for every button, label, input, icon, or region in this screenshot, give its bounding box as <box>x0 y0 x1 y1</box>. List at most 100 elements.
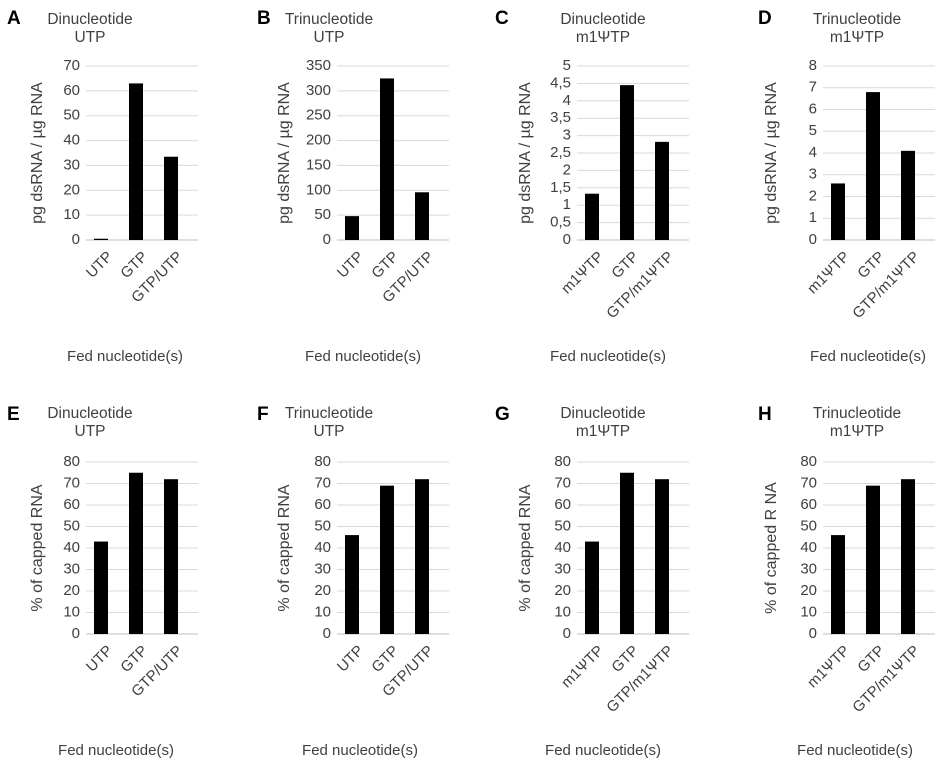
panel-a-ytick-label: 70 <box>63 57 80 74</box>
panel-g-ytick-label: 40 <box>554 539 571 556</box>
panel-d-ytick-label: 8 <box>809 57 817 74</box>
panel-g-ytick-label: 50 <box>554 517 571 534</box>
panel-d-xtick-label: m1ΨTP <box>804 248 853 297</box>
panel-h-ytick-label: 70 <box>800 474 817 491</box>
panel-c-ylabel: pg dsRNA / µg RNA <box>517 82 534 224</box>
panel-c-ytick-label: 5 <box>563 57 571 74</box>
panel-a-ytick-label: 10 <box>63 206 80 223</box>
panel-b-ytick-label: 150 <box>306 156 331 173</box>
panel-e-ytick-label: 0 <box>72 625 80 642</box>
panel-b-bar <box>380 78 394 240</box>
panel-e-ytick-label: 70 <box>63 474 80 491</box>
panel-f-bar <box>380 485 394 634</box>
panel-h-ytick-label: 20 <box>800 582 817 599</box>
panel-e-title-line1: Dinucleotide <box>47 405 132 422</box>
panel-h-ytick-label: 80 <box>800 453 817 470</box>
panel-d-ytick-label: 7 <box>809 79 817 96</box>
panel-d-bar <box>831 183 845 240</box>
panel-h-ylabel: % of capped R NA <box>763 482 780 614</box>
panel-f-ytick-label: 0 <box>323 625 331 642</box>
panel-g-letter: G <box>495 404 510 425</box>
panel-h-bar <box>831 535 845 634</box>
panel-f-ytick-label: 20 <box>314 582 331 599</box>
panel-b-ytick-label: 100 <box>306 181 331 198</box>
panel-b-ytick-label: 50 <box>314 206 331 223</box>
panel-b-ylabel: pg dsRNA / µg RNA <box>276 82 293 224</box>
panel-b-letter: B <box>257 8 271 29</box>
panel-b-ytick-label: 350 <box>306 57 331 74</box>
panel-c-bar <box>655 141 669 240</box>
panel-e-bar <box>164 479 178 634</box>
panel-c-xtick-label: m1ΨTP <box>558 248 607 297</box>
panel-g-ytick-label: 60 <box>554 496 571 513</box>
panel-d-bar <box>866 92 880 240</box>
panel-g-ytick-label: 0 <box>563 625 571 642</box>
panel-d-title-line1: Trinucleotide <box>813 11 901 28</box>
panel-h-bar <box>866 485 880 634</box>
panel-g-ytick-label: 70 <box>554 474 571 491</box>
panel-g-bar <box>585 541 599 634</box>
panel-h-title-line2: m1ΨTP <box>830 423 884 440</box>
panel-a-ytick-label: 30 <box>63 156 80 173</box>
panel-h-ytick-label: 50 <box>800 517 817 534</box>
panel-c-ytick-label: 2 <box>563 161 571 178</box>
panel-c-letter: C <box>495 8 509 29</box>
panel-h-ytick-label: 30 <box>800 560 817 577</box>
panel-d-ytick-label: 3 <box>809 166 817 183</box>
panel-d-letter: D <box>758 8 772 29</box>
panel-d-ytick-label: 1 <box>809 209 817 226</box>
panel-b-xlabel: Fed nucleotide(s) <box>305 348 421 365</box>
panel-d-ytick-label: 0 <box>809 231 817 248</box>
panel-h-xtick-label: m1ΨTP <box>804 642 853 691</box>
panel-h-ytick-label: 60 <box>800 496 817 513</box>
panel-h-ytick-label: 10 <box>800 603 817 620</box>
panel-b-bar <box>415 192 429 240</box>
panel-h-xlabel: Fed nucleotide(s) <box>797 742 913 758</box>
panel-a-xtick-label: UTP <box>83 248 116 281</box>
panel-f-letter: F <box>257 404 269 425</box>
panel-a-ylabel: pg dsRNA / µg RNA <box>29 82 46 224</box>
panel-b-title-line2: UTP <box>314 29 345 46</box>
panel-f-bar <box>415 479 429 634</box>
panel-e-ytick-label: 10 <box>63 603 80 620</box>
panel-g-title-line1: Dinucleotide <box>560 405 645 422</box>
panel-d-ytick-label: 2 <box>809 187 817 204</box>
panel-f-ytick-label: 80 <box>314 453 331 470</box>
panel-c-bar <box>620 85 634 240</box>
panel-a-ytick-label: 40 <box>63 132 80 149</box>
panel-d-bar <box>901 150 915 240</box>
panel-f-ytick-label: 50 <box>314 517 331 534</box>
panel-g-bar <box>655 479 669 634</box>
panel-b-ytick-label: 200 <box>306 132 331 149</box>
panel-e-bar <box>129 472 143 634</box>
panel-e-ytick-label: 60 <box>63 496 80 513</box>
panel-a-bar <box>164 156 178 240</box>
panel-g-bar <box>620 472 634 634</box>
panel-e-ytick-label: 50 <box>63 517 80 534</box>
panel-g-ytick-label: 80 <box>554 453 571 470</box>
panel-c-title-line1: Dinucleotide <box>560 11 645 28</box>
panel-d-ylabel: pg dsRNA / µg RNA <box>763 82 780 224</box>
panel-g-xtick-label: m1ΨTP <box>558 642 607 691</box>
panel-a-title-line1: Dinucleotide <box>47 11 132 28</box>
panel-b-xtick-label: UTP <box>334 248 367 281</box>
panel-e-bar <box>94 541 108 634</box>
panel-c-ytick-label: 3 <box>563 127 571 144</box>
panel-a-ytick-label: 50 <box>63 107 80 124</box>
panel-a-ytick-label: 20 <box>63 181 80 198</box>
panel-e-ylabel: % of capped RNA <box>29 484 46 612</box>
panel-c-bar <box>585 193 599 240</box>
panel-c-ytick-label: 1,5 <box>550 179 571 196</box>
panel-c-ytick-label: 1 <box>563 196 571 213</box>
panel-h-title-line1: Trinucleotide <box>813 405 901 422</box>
panel-d-ytick-label: 6 <box>809 100 817 117</box>
panel-f-ytick-label: 30 <box>314 560 331 577</box>
panel-c-title-line2: m1ΨTP <box>576 29 630 46</box>
panel-e-ytick-label: 20 <box>63 582 80 599</box>
panel-d-ytick-label: 4 <box>809 144 817 161</box>
panel-f-xtick-label: UTP <box>334 642 367 675</box>
panel-a-letter: A <box>7 8 21 29</box>
